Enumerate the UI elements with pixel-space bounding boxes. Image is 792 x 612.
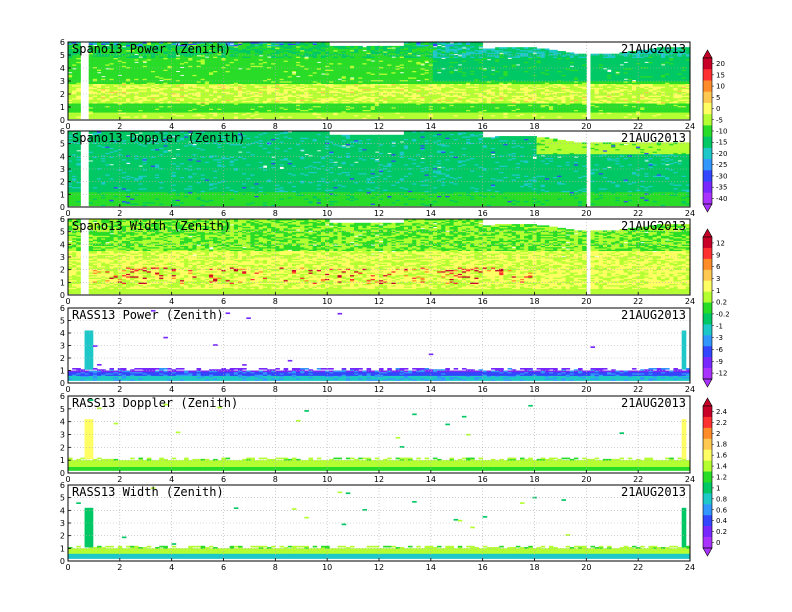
heatmap-cell	[267, 58, 272, 60]
heatmap-cell	[371, 46, 376, 48]
heatmap-cell	[259, 56, 264, 58]
heatmap-cell	[350, 78, 355, 80]
heatmap-cell	[350, 46, 355, 48]
heatmap-cell	[205, 58, 210, 60]
heatmap-cell	[176, 72, 181, 74]
heatmap-cell	[375, 46, 380, 48]
heatmap-cell	[333, 46, 338, 48]
heatmap-cell	[176, 56, 181, 58]
heatmap-cell	[97, 73, 102, 75]
heatmap-cell	[292, 73, 297, 75]
heatmap-cell	[180, 76, 185, 78]
heatmap-cell	[68, 73, 73, 75]
heatmap-cell	[138, 58, 143, 60]
heatmap-cell	[362, 51, 367, 53]
heatmap-cell	[329, 46, 334, 48]
heatmap-cell	[367, 46, 372, 48]
heatmap-cell	[72, 69, 77, 71]
heatmap-cell	[238, 69, 243, 71]
heatmap-cell	[321, 75, 326, 77]
heatmap-cell	[362, 47, 367, 49]
heatmap-cell	[304, 58, 309, 60]
heatmap-cell	[317, 63, 322, 65]
heatmap-cell	[101, 77, 106, 79]
heatmap-cell	[342, 46, 347, 48]
heatmap-cell	[354, 46, 359, 48]
heatmap-cell	[105, 69, 110, 71]
heatmap-cell	[358, 46, 363, 48]
heatmap-cell	[346, 46, 351, 48]
heatmap-cell	[296, 77, 301, 79]
heatmap-cell	[371, 62, 376, 64]
heatmap-cell	[197, 56, 202, 58]
heatmap-cell	[338, 46, 343, 48]
heatmap-cell	[134, 63, 139, 65]
heatmap-cell	[143, 63, 148, 65]
heatmap-cell	[118, 76, 123, 78]
